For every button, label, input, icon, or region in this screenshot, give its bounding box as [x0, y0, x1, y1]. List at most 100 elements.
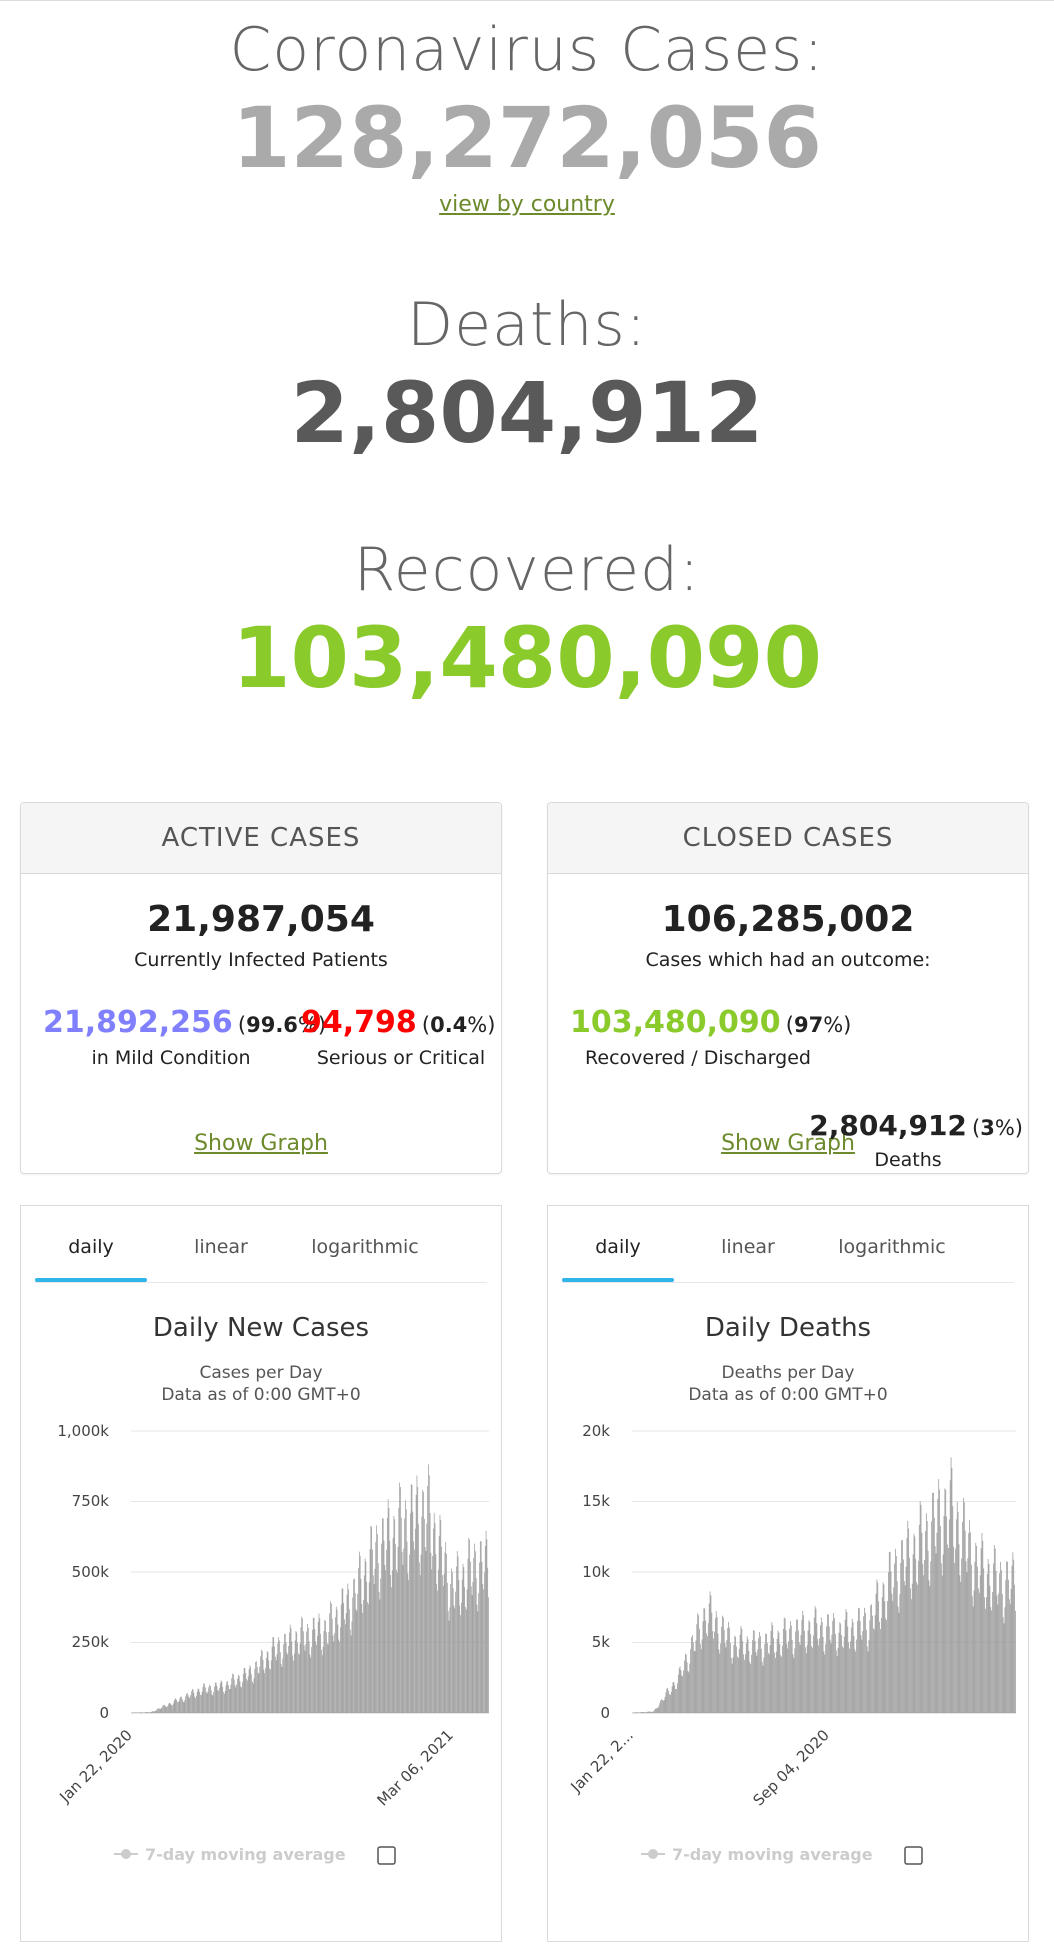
bar	[817, 1639, 819, 1713]
bar	[182, 1701, 184, 1713]
bar	[676, 1688, 677, 1713]
active-show-graph-link[interactable]: Show Graph	[194, 1131, 328, 1156]
bar	[956, 1501, 958, 1713]
bar	[258, 1673, 260, 1713]
bar	[276, 1654, 278, 1713]
bar	[191, 1688, 193, 1713]
bar	[407, 1573, 409, 1713]
bar	[411, 1484, 413, 1713]
bar	[773, 1638, 774, 1713]
bar	[437, 1590, 438, 1713]
bar	[392, 1538, 394, 1713]
bar	[158, 1708, 160, 1713]
bar	[284, 1633, 285, 1713]
moving-average-checkbox[interactable]	[904, 1846, 923, 1865]
bar	[903, 1581, 905, 1713]
bar	[639, 1712, 640, 1713]
bar	[753, 1630, 755, 1713]
tab-linear[interactable]: linear	[194, 1236, 248, 1258]
bar	[289, 1624, 291, 1713]
closed-deaths-pct: 3	[980, 1116, 995, 1140]
bar	[874, 1615, 876, 1713]
bar	[378, 1592, 380, 1713]
bar	[919, 1501, 921, 1713]
chart-title: Daily New Cases	[153, 1313, 369, 1343]
bar	[884, 1601, 886, 1713]
bar	[232, 1673, 233, 1713]
bar	[200, 1694, 201, 1713]
bar	[292, 1655, 294, 1713]
tab-daily[interactable]: daily	[595, 1236, 641, 1258]
bar	[888, 1572, 889, 1713]
bar	[655, 1708, 657, 1713]
bar	[307, 1623, 308, 1713]
bar	[340, 1604, 342, 1713]
bar	[828, 1626, 830, 1713]
bar	[178, 1700, 180, 1713]
bar	[707, 1623, 709, 1713]
bar	[713, 1638, 714, 1713]
view-by-country-link[interactable]: view by country	[439, 192, 615, 217]
bar	[905, 1566, 907, 1713]
bar	[237, 1674, 239, 1713]
bar	[427, 1485, 428, 1713]
bar	[944, 1488, 946, 1713]
bar	[255, 1661, 256, 1713]
y-tick-label: 20k	[582, 1422, 610, 1440]
bar	[894, 1563, 895, 1713]
bar	[822, 1636, 824, 1713]
tab-daily[interactable]: daily	[68, 1236, 114, 1258]
moving-average-checkbox[interactable]	[377, 1846, 396, 1865]
bar	[203, 1683, 205, 1713]
bar	[377, 1563, 379, 1713]
y-tick-label: 10k	[582, 1563, 610, 1581]
bar	[196, 1695, 197, 1713]
legend-moving-average[interactable]: 7-day moving average	[641, 1845, 873, 1864]
tab-linear[interactable]: linear	[721, 1236, 775, 1258]
bar	[941, 1575, 943, 1713]
bar	[1005, 1580, 1007, 1713]
bar	[898, 1612, 900, 1713]
bar	[825, 1643, 827, 1713]
bar	[930, 1561, 932, 1713]
bar	[948, 1519, 950, 1713]
mild-label: in Mild Condition	[91, 1047, 251, 1069]
bar	[448, 1620, 450, 1713]
bar	[645, 1712, 646, 1713]
bar	[153, 1711, 154, 1713]
bar	[982, 1540, 984, 1713]
tab-logarithmic[interactable]: logarithmic	[838, 1236, 946, 1258]
bar	[686, 1662, 688, 1713]
bar	[964, 1530, 966, 1713]
bar	[856, 1639, 857, 1713]
bar	[388, 1508, 390, 1713]
bar	[228, 1685, 229, 1713]
bar	[425, 1550, 427, 1713]
legend-moving-average[interactable]: 7-day moving average	[114, 1845, 346, 1864]
bar	[867, 1651, 869, 1713]
bar	[720, 1643, 722, 1713]
bar	[997, 1604, 999, 1713]
chart-subtitle-2: Data as of 0:00 GMT+0	[688, 1385, 887, 1405]
bar	[220, 1680, 222, 1713]
closed-total: 106,285,002	[661, 899, 915, 940]
chart-tabs: daily linear logarithmic	[35, 1224, 487, 1283]
bar	[900, 1563, 902, 1713]
bar	[767, 1643, 768, 1713]
bar	[200, 1695, 202, 1713]
tab-logarithmic[interactable]: logarithmic	[311, 1236, 419, 1258]
bar	[239, 1681, 241, 1713]
bar	[634, 1712, 636, 1713]
bar	[660, 1700, 661, 1713]
bar	[265, 1658, 267, 1713]
closed-show-graph-link[interactable]: Show Graph	[721, 1131, 855, 1156]
bar	[875, 1593, 877, 1713]
bar	[382, 1518, 384, 1713]
bar	[444, 1552, 446, 1713]
bar	[760, 1648, 762, 1713]
bar	[723, 1629, 725, 1713]
bar	[298, 1653, 299, 1713]
bar	[212, 1695, 214, 1713]
bar	[326, 1643, 328, 1713]
bar	[725, 1647, 727, 1713]
